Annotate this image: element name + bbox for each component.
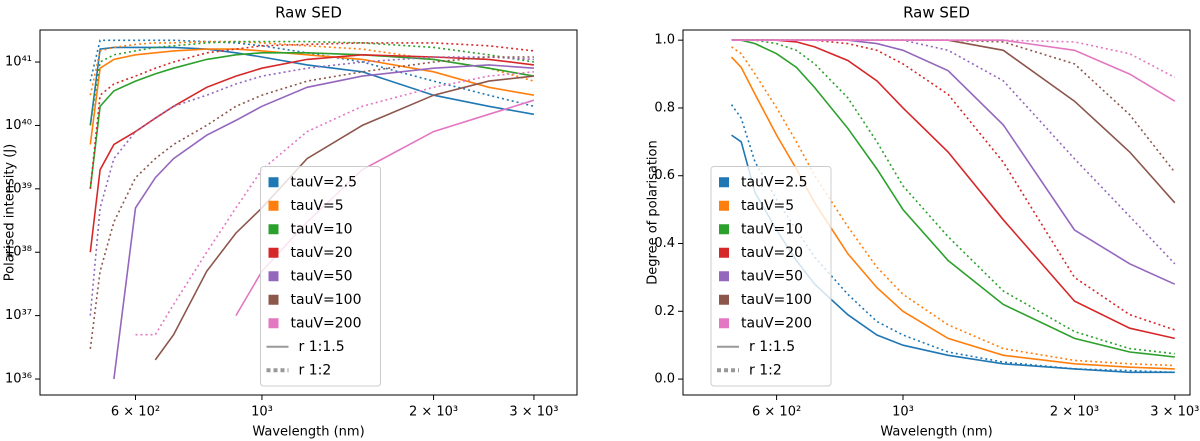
x-axis-label: Wavelength (nm) [252,425,364,440]
legend-swatch [268,200,279,211]
legend-swatch [268,224,279,235]
y-axis-label: Degree of polarisation [646,140,661,285]
legend-swatch [268,247,279,258]
x-tick-label: 10³ [251,405,273,420]
legend-label: tauV=20 [741,245,803,261]
y-tick-label: 0.0 [654,372,675,387]
series-line [731,39,1176,173]
y-tick-label: 0.8 [654,100,675,115]
legend-label: r 1:2 [749,362,782,378]
legend-swatch [719,271,729,282]
y-tick-label: 0.2 [654,304,675,319]
legend-label: tauV=50 [741,268,803,284]
legend-swatch [268,318,279,329]
legend-label: tauV=100 [741,292,812,308]
legend-label: tauV=20 [291,245,353,261]
legend-swatch [719,177,729,188]
legend-label: r 1:1.5 [299,339,345,355]
legend-label: tauV=10 [741,221,803,237]
legend-swatch [719,294,729,305]
chart-title: Raw SED [275,4,342,22]
y-tick-label: 10³⁶ [5,372,32,387]
axes-frame [39,29,578,396]
legend-swatch [719,200,729,211]
y-tick-label: 10⁴⁰ [5,118,32,133]
legend-label: tauV=10 [291,221,353,237]
y-tick-label: 1.0 [654,33,675,48]
x-tick-label: 3 × 10³ [1150,405,1199,420]
legend-swatch [719,224,729,235]
y-tick-label: 10⁴¹ [5,55,32,70]
series-line [731,39,1175,358]
legend-box [710,166,832,387]
legend-label: tauV=50 [291,268,353,284]
y-axis-label: Polarised intensity (J) [3,144,18,282]
series-line [731,39,1176,331]
series-line [89,48,535,145]
x-tick-label: 6 × 10² [752,405,801,420]
legend-box [260,166,381,387]
legend-label: r 1:1.5 [749,339,795,355]
legend-swatch [268,294,279,305]
axes-frame [682,29,1191,396]
series-line [89,42,534,189]
legend-label: tauV=200 [291,315,362,331]
y-tick-label: 10³⁹ [5,181,32,196]
series-line [731,46,1175,367]
series-line [730,56,1175,370]
legend-label: tauV=100 [291,292,362,308]
y-tick-label: 0.4 [654,236,675,251]
x-tick-label: 10³ [892,405,914,420]
legend-label: tauV=5 [291,198,344,214]
series-line [731,39,1176,79]
legend: tauV=2.5 tauV=5 tauV=10 tauV=20 tauV=50 tauV=… [710,166,832,387]
x-tick-label: 2 × 10³ [1050,405,1099,420]
series-line [113,64,534,380]
legend-label: tauV=5 [741,198,794,214]
x-tick-label: 2 × 10³ [409,405,458,420]
series-line [89,53,534,253]
subplot: Raw SED Wavelength (nm) Polarised intensit… [3,4,578,440]
subplot: Raw SED Wavelength (nm) Degree of polarisa… [646,4,1200,440]
series-line [89,40,535,126]
x-axis-label: Wavelength (nm) [880,425,992,440]
legend-label: tauV=2.5 [741,174,808,190]
legend-swatch [719,247,729,258]
legend: tauV=2.5 tauV=5 tauV=10 tauV=20 tauV=50 tauV=… [260,166,381,387]
y-tick-label: 10³⁸ [5,245,32,260]
legend-swatch [268,177,279,188]
legend-label: r 1:2 [299,362,332,378]
legend-swatch [719,318,729,329]
series-line [731,39,1176,102]
y-tick-label: 0.6 [654,168,675,183]
series-line [89,56,534,316]
x-tick-label: 3 × 10³ [509,405,558,420]
y-tick-label: 10³⁷ [5,308,32,323]
legend-swatch [268,271,279,282]
series-line [89,51,535,189]
series-line [89,46,535,126]
x-tick-label: 6 × 10² [111,405,160,420]
legend-label: tauV=2.5 [291,174,358,190]
chart-title: Raw SED [903,4,970,22]
legend-label: tauV=200 [741,315,812,331]
